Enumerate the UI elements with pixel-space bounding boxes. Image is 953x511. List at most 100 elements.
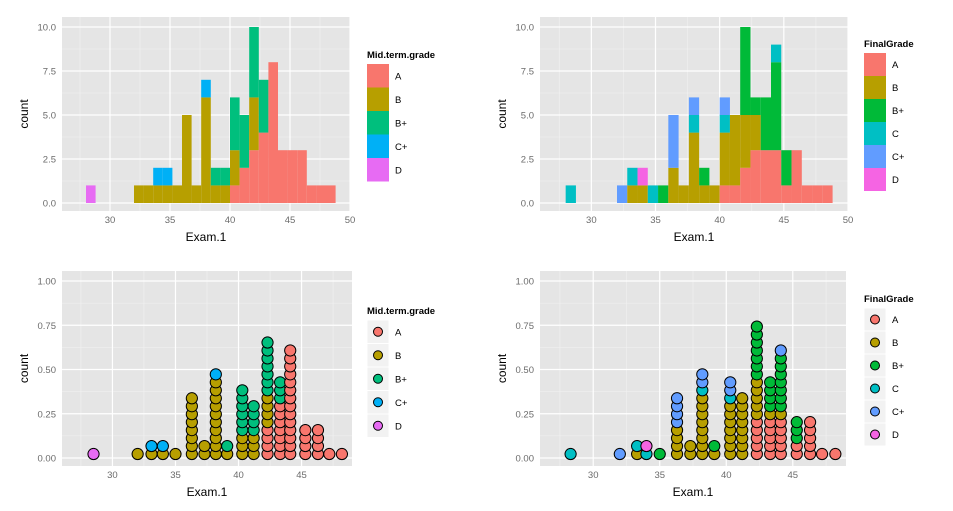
histogram-bar bbox=[220, 185, 230, 203]
histogram-bar bbox=[812, 185, 823, 203]
legend-label: A bbox=[892, 315, 899, 326]
histogram-bar bbox=[239, 115, 250, 168]
dot-point bbox=[209, 368, 222, 381]
dot-point bbox=[156, 439, 169, 453]
y-tick-label: 0.75 bbox=[516, 321, 535, 332]
histogram-bar bbox=[637, 185, 648, 203]
legend-key-dot bbox=[373, 326, 383, 337]
chart-panel-4: 30 35 40 45 0.00 0.25 0.50 0.75 1.00 Exam.1 count bbox=[495, 271, 846, 499]
x-tick-label: 35 bbox=[654, 470, 665, 481]
legend-key-dot bbox=[870, 337, 880, 348]
legend-3: Mid.term.grade A B B+ C+ D bbox=[366, 306, 435, 438]
legend-label: C bbox=[892, 384, 899, 395]
legend-key bbox=[864, 145, 886, 168]
x-tick-label: 45 bbox=[787, 470, 798, 481]
x-tick-label: 45 bbox=[779, 215, 790, 226]
histogram-bar bbox=[719, 115, 730, 133]
legend-key-dot bbox=[373, 350, 383, 361]
x-tick-label: 30 bbox=[588, 470, 599, 481]
dot-point bbox=[764, 376, 777, 389]
histogram-bar bbox=[678, 185, 689, 203]
chart-panel-2: 30 35 40 45 50 0.0 2.5 5.0 7.5 10.0 Exam.1 count bbox=[495, 17, 853, 244]
legend-title: Mid.term.grade bbox=[367, 50, 435, 61]
y-tick-label: 10.0 bbox=[516, 23, 535, 34]
legend-key-dot bbox=[373, 397, 383, 408]
legend-key bbox=[864, 168, 886, 191]
histogram-bar bbox=[249, 150, 259, 203]
histogram-bar bbox=[565, 185, 576, 203]
x-tick-label: 35 bbox=[650, 215, 661, 226]
y-tick-label: 0.50 bbox=[516, 365, 535, 376]
legend-label: C+ bbox=[395, 398, 408, 409]
x-tick-label: 45 bbox=[285, 215, 296, 226]
y-axis-label: count bbox=[17, 353, 31, 383]
y-tick-label: 5.0 bbox=[43, 111, 56, 122]
histogram-bar bbox=[822, 185, 833, 203]
y-tick-label: 7.5 bbox=[43, 67, 56, 78]
legend-key bbox=[864, 76, 886, 99]
legend-key-dot bbox=[870, 429, 880, 440]
chart-panel-1: 30 35 40 45 50 0.0 2.5 5.0 7.5 10.0 Exam.1 count bbox=[17, 17, 355, 244]
histogram-bar bbox=[760, 97, 771, 151]
histogram-bar bbox=[699, 185, 710, 203]
histogram-bar bbox=[316, 185, 326, 203]
dot-point bbox=[803, 416, 817, 429]
dot-point bbox=[736, 392, 749, 405]
legend-label: C+ bbox=[395, 142, 408, 153]
legend-title: FinalGrade bbox=[864, 294, 914, 305]
y-tick-label: 0.50 bbox=[38, 365, 57, 376]
histogram-bar bbox=[239, 167, 250, 203]
histogram-bar bbox=[268, 62, 278, 204]
dot-point bbox=[198, 439, 211, 453]
y-tick-label: 0.75 bbox=[38, 321, 57, 332]
x-tick-label: 45 bbox=[296, 470, 307, 481]
dot-point bbox=[185, 392, 198, 405]
legend-label: D bbox=[892, 175, 899, 186]
legend-key bbox=[864, 53, 886, 76]
legend-key bbox=[367, 134, 389, 158]
legend-label: D bbox=[395, 165, 402, 176]
x-tick-label: 40 bbox=[233, 470, 244, 481]
dot-point bbox=[145, 439, 158, 453]
dot-point bbox=[221, 439, 234, 453]
histogram-bar bbox=[210, 185, 221, 203]
legend-title: FinalGrade bbox=[864, 39, 914, 50]
legend-1: Mid.term.grade A B B+ C+ D bbox=[367, 50, 435, 182]
legend-label: B bbox=[892, 83, 898, 94]
histogram-bar bbox=[143, 185, 154, 203]
legend-label: C bbox=[892, 129, 899, 140]
histogram-bar bbox=[258, 132, 269, 203]
y-tick-label: 2.5 bbox=[521, 155, 534, 166]
histogram-bar bbox=[729, 115, 741, 186]
y-tick-label: 10.0 bbox=[38, 23, 57, 34]
histogram-bar bbox=[791, 150, 802, 203]
x-axis-label: Exam.1 bbox=[674, 230, 715, 244]
x-tick-label: 50 bbox=[843, 215, 854, 226]
x-tick-label: 35 bbox=[170, 470, 181, 481]
legend-title: Mid.term.grade bbox=[367, 306, 435, 317]
histogram-bar bbox=[699, 167, 710, 186]
histogram-bar bbox=[326, 185, 336, 203]
histogram-bar bbox=[668, 115, 679, 168]
histogram-bar bbox=[781, 150, 792, 186]
dot-point bbox=[724, 376, 737, 389]
histogram-bar bbox=[688, 97, 700, 115]
histogram-bar bbox=[278, 150, 288, 203]
legend-label: D bbox=[395, 421, 402, 432]
histogram-bar bbox=[740, 27, 751, 115]
histogram-bar bbox=[220, 167, 230, 186]
dot-point bbox=[247, 400, 260, 413]
legend-label: B+ bbox=[892, 106, 904, 117]
dot-point bbox=[131, 447, 144, 461]
histogram-bar bbox=[729, 185, 741, 203]
legend-label: B bbox=[395, 351, 401, 362]
x-tick-label: 50 bbox=[345, 215, 356, 226]
y-tick-label: 7.5 bbox=[521, 67, 534, 78]
legend-key-dot bbox=[870, 406, 880, 417]
histogram-bar bbox=[709, 185, 720, 203]
histogram-bar bbox=[637, 167, 648, 186]
legend-key bbox=[367, 87, 389, 111]
histogram-bar bbox=[201, 97, 211, 203]
dot-point bbox=[311, 424, 325, 437]
